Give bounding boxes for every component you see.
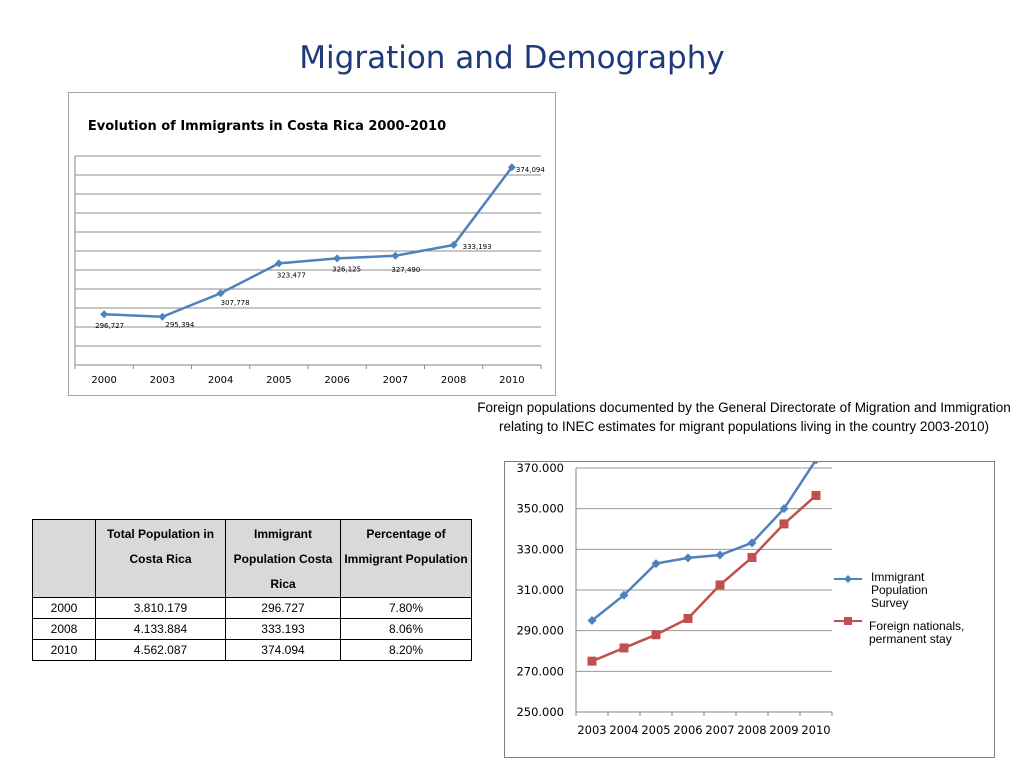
x-tick-label: 2004 (609, 723, 638, 737)
x-tick-label: 2004 (208, 375, 233, 386)
x-tick-label: 2000 (91, 375, 116, 386)
data-point-diamond (747, 538, 757, 548)
data-point-diamond (507, 163, 516, 172)
x-tick-label: 2008 (737, 723, 766, 737)
series-line (591, 462, 817, 622)
data-point-square (811, 490, 821, 500)
table-cell-year: 2000 (32, 597, 96, 619)
table-row: 2008 4.133.884 333.193 8.06% (32, 618, 472, 640)
data-point-diamond (449, 240, 458, 249)
slide-title: Migration and Demography (299, 40, 725, 76)
data-point-diamond (158, 312, 167, 321)
data-point-diamond (779, 504, 789, 514)
y-tick-label: 290.000 (516, 624, 564, 638)
data-label: 296,727 (95, 322, 124, 330)
data-point-diamond (619, 590, 629, 600)
table-header-total-population: Total Population in Costa Rica (95, 519, 226, 598)
x-tick-label: 2010 (801, 723, 830, 737)
data-point-diamond (333, 254, 342, 263)
data-point-square (747, 552, 757, 562)
series-line (591, 494, 817, 663)
y-tick-label: 250.000 (516, 705, 564, 719)
table-header-row: Total Population in Costa Rica Immigrant… (32, 519, 472, 598)
data-point-square (779, 519, 789, 529)
data-point-square (715, 580, 725, 590)
data-point-diamond (683, 553, 693, 563)
data-point-square (683, 613, 693, 623)
data-label: 374,094 (516, 166, 545, 174)
y-tick-label: 350.000 (516, 502, 564, 516)
immigrants-evolution-chart: 270,000280,000290,000300,000310,000320,0… (68, 92, 556, 396)
data-point-square (619, 643, 629, 653)
data-point-diamond (216, 289, 225, 298)
x-tick-label: 2007 (383, 375, 408, 386)
data-point-square (651, 630, 661, 640)
data-label: 327,490 (391, 266, 420, 274)
x-tick-label: 2003 (150, 375, 175, 386)
table-cell-total-population: 4.562.087 (95, 639, 226, 661)
legend-label: Foreign nationals, permanent stay (869, 619, 965, 646)
table-cell-total-population: 4.133.884 (95, 618, 226, 640)
table-cell-percentage: 8.06% (340, 618, 472, 640)
y-tick-label: 310.000 (516, 583, 564, 597)
immigrant-population-table: Total Population in Costa Rica Immigrant… (32, 519, 472, 661)
data-label: 307,778 (221, 299, 250, 307)
y-tick-label: 270.000 (516, 664, 564, 678)
immigrant-comparison-chart-svg: 250.000 270.000 290.000 310.000 330.000 350.0… (516, 462, 833, 737)
table-cell-total-population: 3.810.179 (95, 597, 226, 619)
chart-title: Evolution of Immigrants in Costa Rica 20… (88, 119, 446, 134)
x-tick-label: 2008 (441, 375, 466, 386)
data-point-diamond (651, 559, 661, 569)
x-tick-label: 2007 (705, 723, 734, 737)
chart-caption: Foreign populations documented by the Ge… (477, 400, 1011, 434)
table-header-immigrant-population: Immigrant Population Costa Rica (225, 519, 341, 598)
table-cell-percentage: 7.80% (340, 597, 472, 619)
x-tick-label: 2006 (673, 723, 702, 737)
table-header-percentage: Percentage of Immigrant Population (340, 519, 472, 598)
data-label: 326,125 (332, 265, 361, 273)
data-point-diamond (587, 616, 597, 625)
legend-label: Immigrant Population Survey (871, 570, 928, 610)
x-tick-label: 2003 (577, 723, 606, 737)
table-cell-immigrant-population: 333.193 (225, 618, 341, 640)
table-row: 2010 4.562.087 374.094 8.20% (32, 639, 472, 661)
table-cell-year: 2008 (32, 618, 96, 640)
data-label: 295,394 (165, 321, 194, 329)
table-cell-percentage: 8.20% (340, 639, 472, 661)
table-header-year (32, 519, 96, 598)
x-tick-label: 2005 (266, 375, 291, 386)
immigrant-comparison-chart: 250.000 270.000 290.000 310.000 330.000 350.0… (504, 461, 995, 758)
series-line (104, 166, 513, 319)
data-point-diamond (391, 251, 400, 260)
y-tick-label: 330.000 (516, 542, 564, 556)
x-tick-label: 2010 (499, 375, 524, 386)
data-point-diamond (715, 550, 725, 560)
immigrants-evolution-chart-svg: 270,000280,000290,000300,000310,000320,0… (74, 119, 545, 386)
data-point-square (587, 656, 597, 666)
data-point-diamond (813, 462, 819, 465)
data-point-diamond (100, 310, 109, 319)
x-tick-label: 2005 (641, 723, 670, 737)
table-cell-immigrant-population: 296.727 (225, 597, 341, 619)
data-point-diamond (274, 259, 283, 268)
data-label: 333,193 (463, 243, 492, 251)
x-tick-label: 2006 (324, 375, 349, 386)
y-tick-label: 370.000 (516, 462, 564, 475)
table-cell-immigrant-population: 374.094 (225, 639, 341, 661)
data-label: 323,477 (277, 271, 306, 279)
table-cell-year: 2010 (32, 639, 96, 661)
x-tick-label: 2009 (769, 723, 798, 737)
legend-blue-diamond-icon (834, 575, 862, 583)
table-row: 2000 3.810.179 296.727 7.80% (32, 597, 472, 619)
legend-red-square-icon (834, 617, 862, 625)
